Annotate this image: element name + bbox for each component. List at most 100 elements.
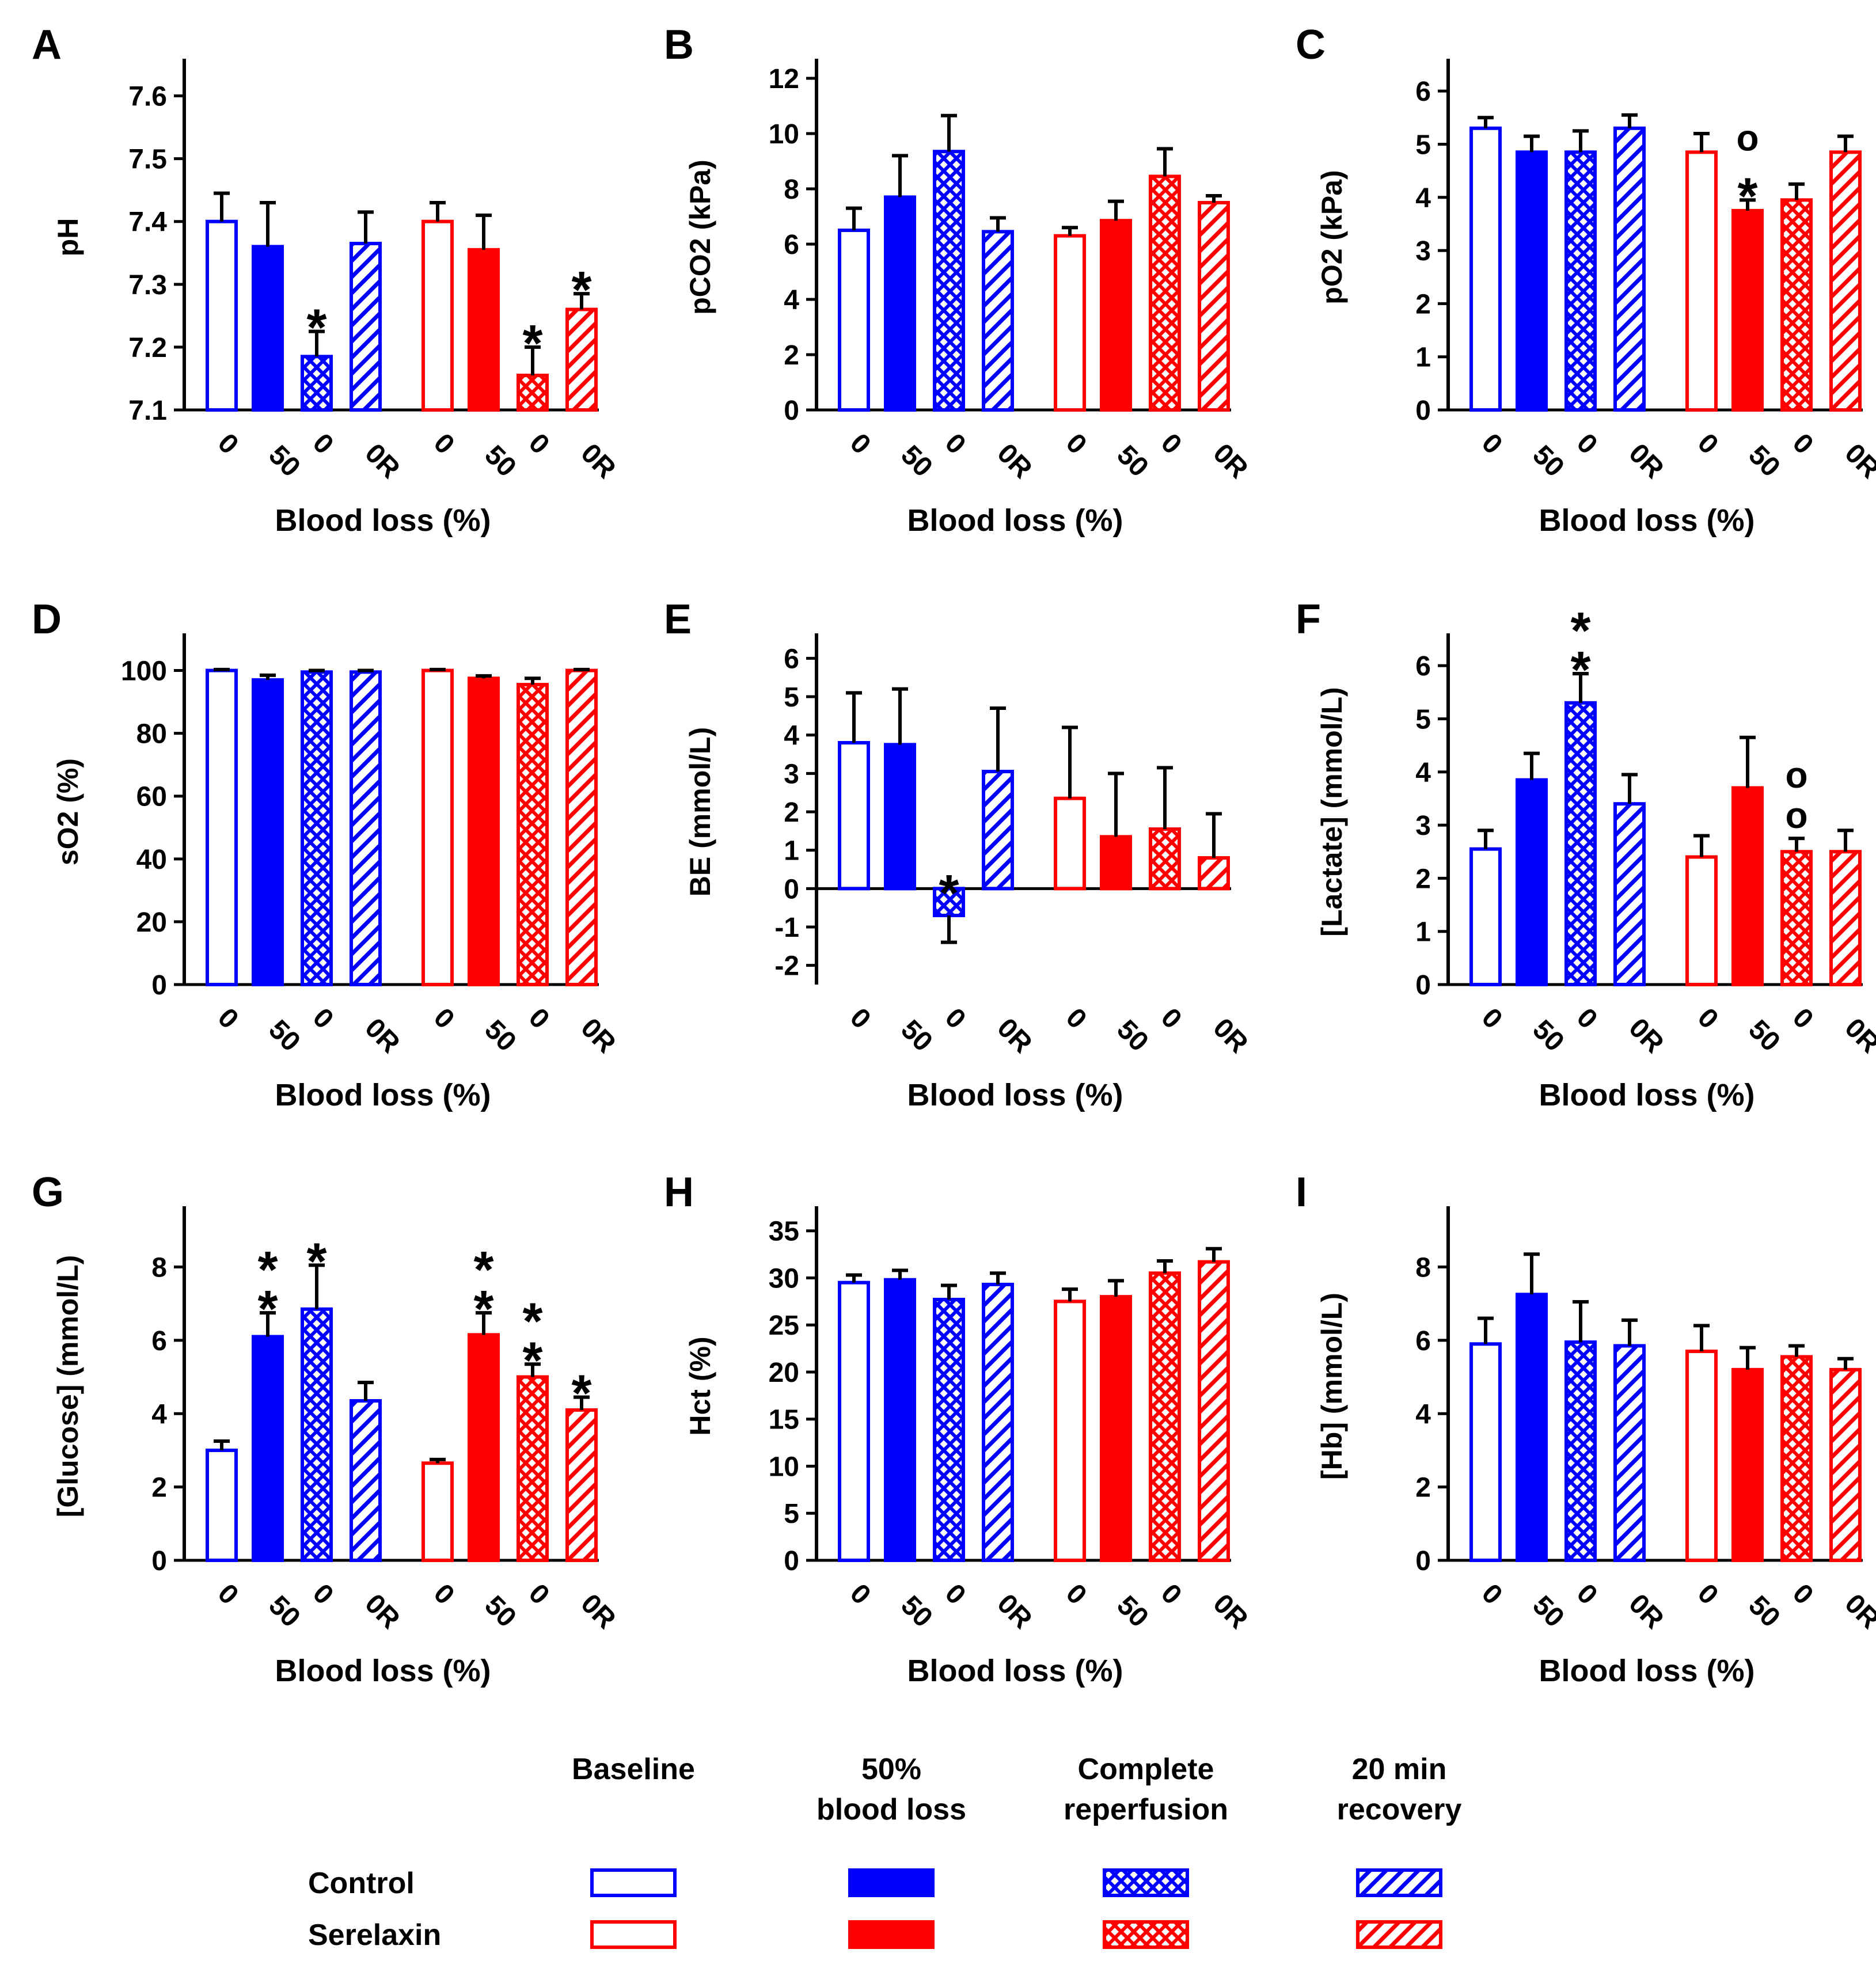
y-axis-label: pCO2 (kPa) (684, 159, 716, 315)
y-tick-label: 0 (784, 874, 799, 905)
x-tick-label: 0 (1571, 1578, 1603, 1610)
y-axis-label: [Lactate] (mmol/L) (1316, 687, 1348, 936)
legend-row-label: Serelaxin (308, 1918, 441, 1952)
x-tick-label: 0 (523, 1578, 555, 1610)
x-tick-label: 50 (1742, 1014, 1786, 1057)
y-tick-label: 5 (784, 682, 799, 713)
y-tick-label: 6 (1415, 77, 1431, 107)
legend: Baseline 50% blood loss Complete reperfusion… (308, 1753, 1461, 1952)
x-tick-label: 0 (939, 1002, 971, 1035)
y-tick-label: 2 (151, 1473, 167, 1503)
bar-serelaxin-3 (1829, 1367, 1862, 1562)
x-axis-label: Blood loss (%) (907, 1078, 1123, 1112)
bar-control-2 (1564, 150, 1597, 412)
y-tick-label: 8 (151, 1253, 167, 1283)
y-axis-label: pO2 (kPa) (1316, 170, 1348, 304)
x-tick-label: 0 (1155, 428, 1187, 460)
bar-serelaxin-3 (1198, 856, 1230, 891)
y-tick-label: 1 (784, 836, 799, 867)
y-tick-label: 10 (769, 119, 799, 150)
panel-letter: B (664, 22, 694, 68)
x-axis-label: Blood loss (%) (907, 503, 1123, 538)
bar-serelaxin-0 (1054, 796, 1086, 891)
bar-serelaxin-3 (1198, 1260, 1230, 1562)
legend-heading: recovery (1337, 1793, 1462, 1826)
x-tick-label: 50 (895, 1014, 938, 1057)
bar-serelaxin-1 (1731, 208, 1764, 412)
bar-control-3 (1613, 802, 1646, 986)
x-tick-label: 50 (1526, 1590, 1570, 1633)
bar-serelaxin-3 (565, 307, 598, 412)
y-tick-label: 4 (151, 1399, 167, 1430)
legend-swatch-control-0 (590, 1868, 677, 1897)
bar-control-0 (838, 229, 870, 412)
bar-control-3 (982, 770, 1014, 891)
x-tick-label: 0 (428, 428, 460, 460)
x-tick-label: 50 (1526, 1014, 1570, 1057)
legend-heading: Baseline (572, 1753, 695, 1786)
significance-mark: * (473, 1241, 493, 1299)
y-tick-label: 100 (121, 656, 167, 687)
y-tick-label: -2 (774, 951, 799, 982)
panel-a: A7.17.27.37.47.57.6pH* **0 50 0 0R 0 50 0 0RBloo… (32, 22, 621, 538)
y-tick-label: 1 (1415, 917, 1431, 948)
y-tick-label: 5 (1415, 130, 1431, 160)
x-tick-label: 0R (359, 1589, 406, 1635)
bar-serelaxin-2 (517, 683, 549, 987)
y-tick-label: 6 (1415, 651, 1431, 682)
significance-mark: * (1570, 641, 1590, 699)
x-tick-label: 0 (1787, 1002, 1819, 1035)
bar-control-2 (301, 1307, 333, 1563)
x-tick-label: 0R (575, 438, 622, 485)
x-tick-label: 0 (212, 428, 244, 460)
legend-swatch-serelaxin-2 (1103, 1920, 1189, 1949)
y-tick-label: 7.5 (128, 145, 167, 175)
bar-serelaxin-0 (1054, 234, 1086, 412)
x-tick-label: 0R (1839, 1589, 1876, 1635)
bar-serelaxin-1 (468, 1333, 500, 1562)
significance-mark: o (1736, 117, 1759, 158)
significance-mark: o (1785, 754, 1807, 796)
bar-control-0 (206, 219, 238, 412)
bar-serelaxin-1 (1731, 1367, 1764, 1562)
x-axis-label: Blood loss (%) (907, 1654, 1123, 1688)
bar-control-1 (884, 195, 916, 412)
bar-serelaxin-2 (517, 1375, 549, 1562)
x-tick-label: 0R (359, 1013, 406, 1059)
legend-row-label: Control (308, 1867, 415, 1900)
y-tick-label: 3 (1415, 811, 1431, 841)
legend-heading: reperfusion (1064, 1793, 1228, 1826)
significance-mark: * (522, 1293, 542, 1350)
bar-serelaxin-2 (1149, 1271, 1181, 1562)
x-tick-label: 0 (1060, 428, 1092, 460)
bar-serelaxin-3 (1829, 150, 1862, 412)
panel-letter: H (664, 1169, 694, 1215)
x-axis-label: Blood loss (%) (1539, 1078, 1755, 1112)
y-tick-label: 7.3 (128, 270, 167, 301)
legend-heading: Complete (1078, 1753, 1214, 1786)
x-tick-label: 0R (1207, 1013, 1254, 1059)
x-tick-label: 50 (479, 439, 522, 482)
x-tick-label: 50 (263, 1014, 306, 1057)
bar-control-0 (838, 1281, 870, 1563)
x-tick-label: 0 (844, 1002, 876, 1035)
y-tick-label: 10 (769, 1452, 799, 1482)
legend-swatch-serelaxin-3 (1356, 1920, 1442, 1949)
x-tick-label: 0R (992, 438, 1038, 485)
significance-mark: * (1570, 602, 1590, 660)
y-tick-label: 7.4 (128, 207, 167, 238)
bar-control-1 (252, 245, 284, 412)
bar-control-1 (884, 743, 916, 891)
bar-serelaxin-2 (1780, 850, 1813, 986)
y-axis-label: [Glucose] (mmol/L) (52, 1255, 84, 1518)
y-tick-label: 0 (151, 970, 167, 1001)
x-tick-label: 0 (212, 1578, 244, 1610)
x-tick-label: 0 (428, 1002, 460, 1035)
x-tick-label: 0R (1207, 438, 1254, 485)
bar-control-0 (206, 668, 238, 986)
